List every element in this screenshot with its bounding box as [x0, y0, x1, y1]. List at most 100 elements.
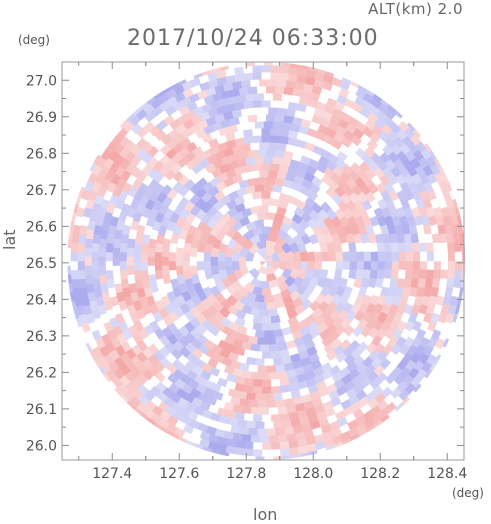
radar-cell-888 — [391, 251, 400, 262]
radar-cell-754 — [140, 269, 149, 280]
radar-cell-403 — [259, 169, 269, 178]
radar-cell-1788 — [447, 251, 456, 262]
altitude-label: ALT(km) 2.0 — [368, 0, 463, 18]
radar-cell-1136 — [112, 256, 120, 266]
radar-cell-1188 — [412, 251, 421, 262]
radar-cell-734 — [261, 379, 272, 388]
radar-cell-404 — [268, 169, 279, 179]
radar-cell-216 — [261, 323, 272, 332]
radar-cell-388 — [175, 256, 183, 266]
radar-cell-1920 — [453, 233, 462, 244]
radar-cell-1187 — [411, 242, 421, 253]
radar-cell-1082 — [404, 242, 414, 253]
radar-cell-1473 — [91, 260, 99, 271]
radar-cell-1442 — [274, 427, 285, 437]
radar-cell-538 — [263, 155, 274, 164]
radar-cell-1474 — [91, 251, 99, 262]
radar-cell-959 — [254, 120, 265, 129]
radar-cell-982 — [397, 242, 407, 253]
radar-cell-1413 — [426, 251, 435, 262]
radar-cell-1084 — [412, 260, 421, 271]
radar-cell-302 — [342, 260, 351, 271]
radar-cell-593 — [154, 260, 163, 271]
radar-cell-890 — [397, 269, 407, 280]
radar-cell-1922 — [454, 251, 463, 262]
y-tick-label-10: 27.0 — [26, 73, 57, 89]
radar-cell-1475 — [91, 242, 100, 253]
radar-cell-821 — [261, 386, 272, 395]
radar-cell-887 — [390, 242, 400, 253]
radar-cell-1472 — [91, 269, 100, 280]
radar-cell-1756 — [261, 71, 272, 80]
radar-cell-163 — [321, 260, 330, 271]
radar-cell-539 — [272, 155, 283, 165]
radar-cell-983 — [398, 251, 407, 262]
radar-cell-1384 — [254, 92, 265, 101]
radar-cell-373 — [259, 344, 269, 353]
radar-cell-50 — [261, 288, 272, 296]
radar-cell-843 — [133, 260, 141, 271]
radar-cell-713 — [384, 260, 393, 271]
radar-cell-1216 — [261, 414, 272, 423]
radar-cell-1924 — [461, 269, 466, 280]
radar-cell-153 — [258, 204, 270, 213]
radar-cell-733 — [270, 378, 281, 388]
radar-cell-1957 — [263, 456, 274, 460]
radar-cell-1299 — [426, 260, 435, 271]
radar-cell-101 — [266, 301, 277, 311]
radar-cell-1563 — [277, 434, 288, 443]
x-tick-label-1: 127.6 — [159, 466, 199, 482]
radar-cell-1356 — [98, 256, 106, 266]
radar-cell-691 — [249, 141, 261, 151]
radar-cell-1659 — [447, 260, 456, 271]
radar-cell-205 — [328, 260, 337, 271]
radar-cell-1445 — [247, 427, 258, 437]
radar-cell-1891 — [279, 65, 290, 74]
radar-cell-343 — [256, 176, 267, 185]
radar-cell-935 — [126, 265, 135, 276]
radar-cell-1960 — [236, 454, 247, 460]
radar-cell-711 — [376, 242, 386, 253]
radar-cell-1567 — [240, 433, 252, 443]
radar-cell-1787 — [447, 242, 456, 253]
radar-cell-1888 — [252, 64, 263, 73]
radar-cell-135 — [258, 309, 270, 318]
radar-cell-1270 — [252, 99, 263, 108]
radar-cell-985 — [404, 269, 414, 280]
radar-cell-1083 — [405, 251, 414, 262]
radar-cell-1329 — [245, 420, 256, 429]
radar-cell-800 — [390, 269, 400, 280]
radar-cell-2022 — [218, 62, 230, 71]
radar-cell-36 — [238, 255, 247, 267]
radar-cell-1855 — [70, 260, 78, 271]
radar-cell-1503 — [256, 85, 267, 94]
radar-cell-672 — [147, 256, 155, 266]
radar-cell-1955 — [281, 455, 292, 460]
radar-cell-1991 — [67, 265, 72, 276]
radar-cell-1244 — [105, 251, 113, 262]
radar-cell-2030 — [290, 62, 301, 69]
radar-cell-1535 — [440, 269, 449, 280]
radar-cell-1690 — [270, 442, 281, 451]
radar-cell-358 — [349, 260, 358, 271]
radar-cell-125 — [307, 251, 316, 262]
radar-cell-451 — [168, 260, 177, 271]
radar-cell-1108 — [277, 406, 288, 415]
radar-cell-1925 — [460, 278, 466, 289]
radar-cell-1961 — [227, 453, 238, 460]
radar-cell-1110 — [259, 407, 269, 416]
radar-cell-1354 — [98, 273, 108, 285]
radar-cell-1594 — [84, 273, 94, 285]
radar-cell-468 — [261, 162, 272, 171]
radar-cell-1217 — [252, 414, 263, 423]
radar-cell-867 — [270, 127, 281, 137]
radar-cell-692 — [259, 141, 269, 150]
radar-cell-822 — [252, 385, 263, 395]
radar-cell-633 — [376, 269, 386, 280]
radar-cell-301 — [335, 251, 344, 262]
radar-cell-1926 — [458, 287, 466, 298]
radar-cell-1271 — [261, 99, 272, 108]
radar-cell-330 — [182, 251, 191, 262]
radar-cell-251 — [335, 260, 344, 271]
